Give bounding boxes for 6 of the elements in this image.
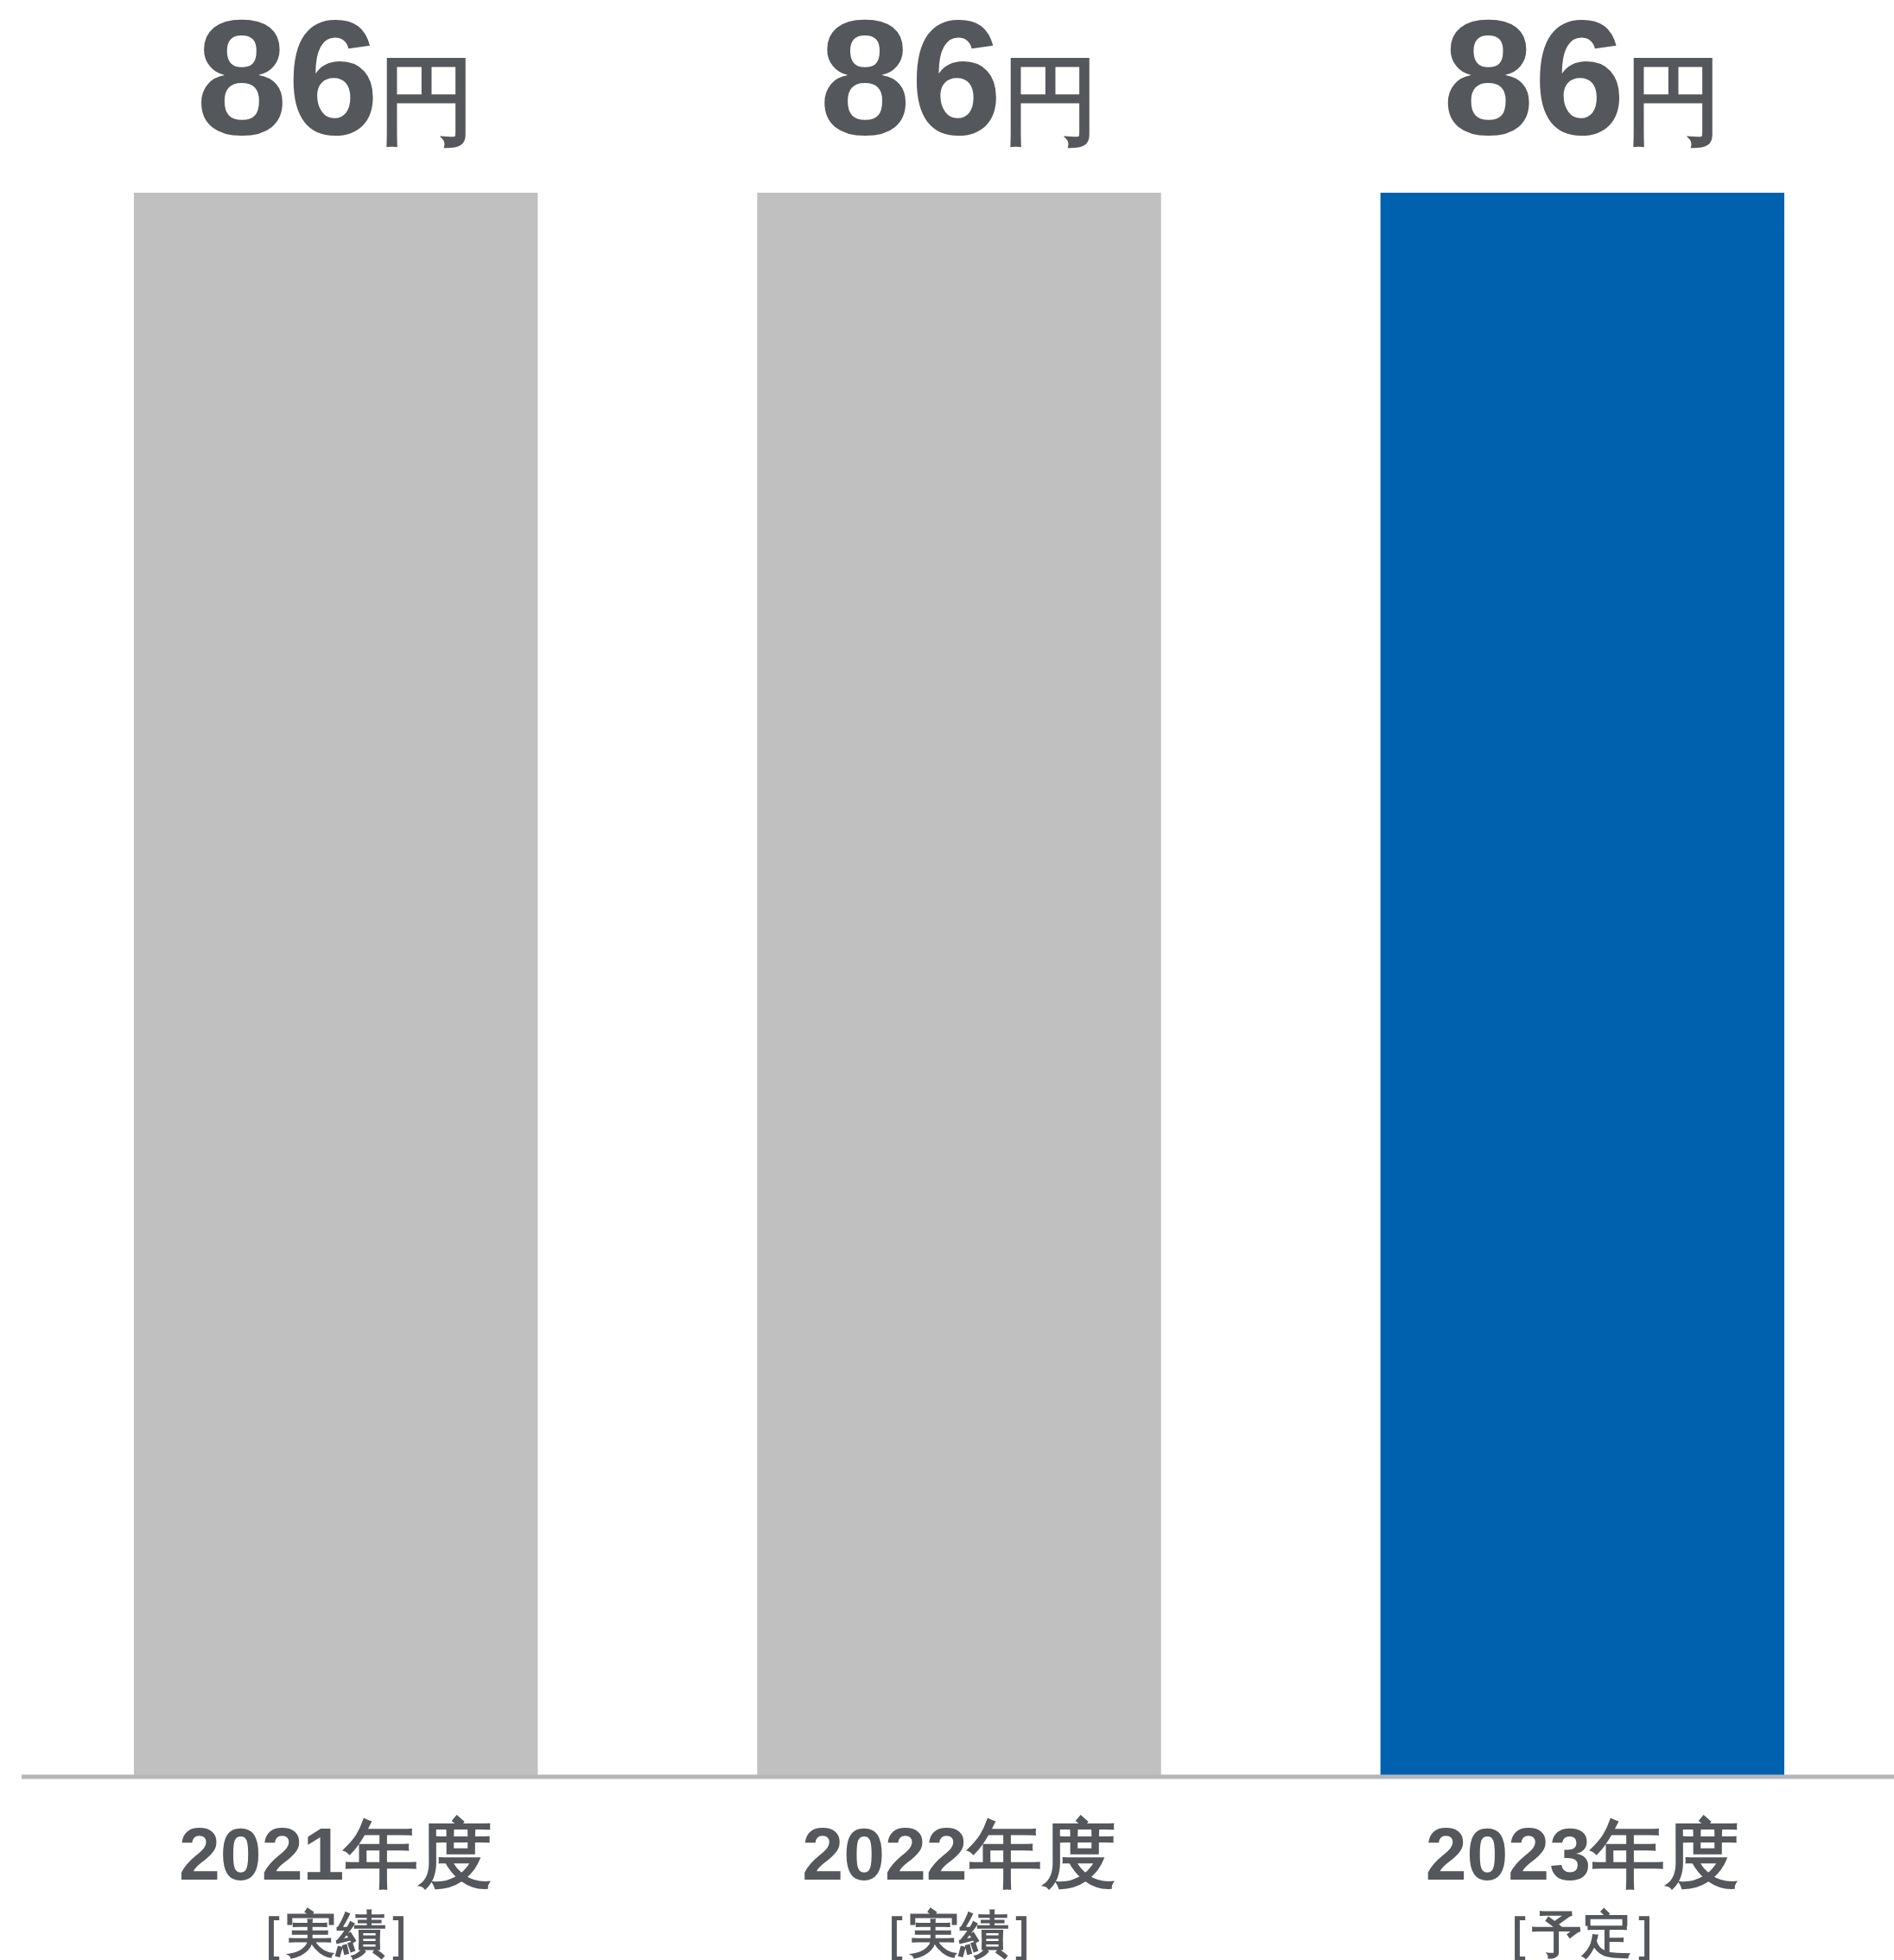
x-tick-label: 2022年度［実績］ [802,1812,1116,1960]
x-tick-label: 2023年度［予定］ [1425,1812,1739,1960]
data-label: 86円 [195,0,476,169]
data-label: 86円 [1442,0,1723,169]
x-tick-label: 2021年度［実績］ [179,1812,493,1960]
data-label: 86円 [819,0,1099,169]
